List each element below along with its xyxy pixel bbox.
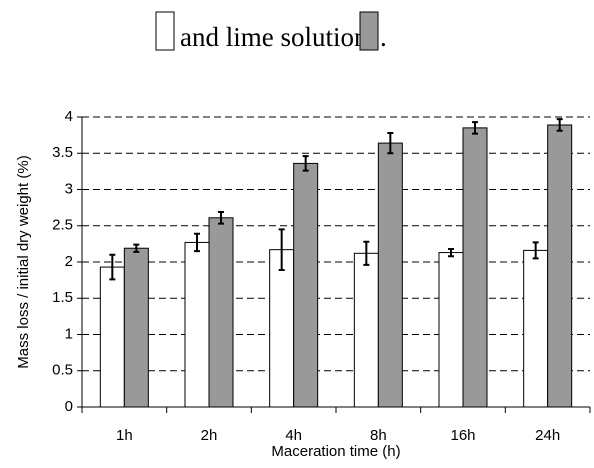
y-tick-label: 3.5 [52, 144, 73, 161]
x-axis-label: Maceration time (h) [271, 443, 400, 460]
error-bar [302, 155, 309, 172]
bar [208, 217, 234, 408]
y-tick-label: 4 [65, 108, 73, 125]
error-bar [133, 243, 140, 253]
bar [377, 142, 403, 408]
x-tick-label: 16h [450, 427, 475, 444]
error-bar [278, 228, 285, 271]
y-tick-label: 2.5 [52, 217, 73, 234]
caption: and lime solution [180, 22, 368, 52]
bar [547, 124, 573, 408]
bar [353, 252, 379, 408]
error-bar [194, 232, 200, 253]
y-tick-label: 3 [65, 180, 73, 197]
error-bar [472, 121, 478, 135]
error-bar [218, 210, 224, 225]
bar [523, 249, 549, 408]
y-tick-label: 0.5 [52, 362, 73, 379]
x-tick-label: 24h [535, 427, 560, 444]
caption-end: . [380, 22, 387, 52]
error-bar [448, 247, 454, 258]
bar [99, 266, 125, 408]
error-bar [109, 253, 116, 281]
bar [269, 249, 295, 408]
y-tick-label: 1 [65, 325, 73, 342]
error-bar [556, 118, 563, 132]
bar [123, 247, 149, 408]
y-tick-label: 2 [65, 253, 73, 270]
y-axis-label: Mass loss / initial dry weight (%) [15, 155, 32, 368]
y-tick-label: 0 [65, 398, 73, 415]
legend-swatch [359, 11, 379, 51]
error-bar [363, 240, 370, 266]
error-bar [532, 241, 539, 260]
bar [184, 241, 210, 408]
bar [293, 162, 319, 408]
error-bar [387, 131, 394, 155]
legend-swatch [155, 11, 175, 51]
bar [438, 252, 464, 408]
y-tick-label: 1.5 [52, 289, 73, 306]
x-tick-label: 4h [285, 427, 302, 444]
bar [462, 127, 488, 408]
x-tick-label: 2h [201, 427, 218, 444]
x-tick-label: 8h [370, 427, 387, 444]
x-tick-label: 1h [116, 427, 133, 444]
